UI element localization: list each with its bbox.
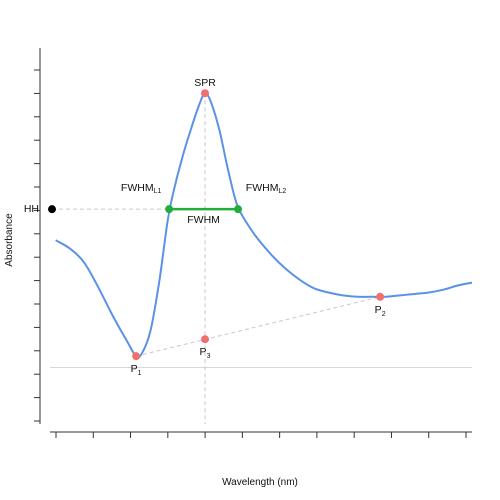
x-axis-title: Wavelength (nm) xyxy=(222,477,298,488)
absorbance-curve xyxy=(55,92,473,359)
p1-label: P1 xyxy=(131,363,142,377)
fwhm-l2-point xyxy=(234,205,243,214)
spr-point xyxy=(201,89,210,98)
p3-label: P3 xyxy=(200,346,211,360)
ticks-layer xyxy=(34,69,467,438)
guides-layer xyxy=(52,93,381,424)
p1-point xyxy=(132,352,141,361)
spr-label: SPR xyxy=(194,77,216,89)
hh-point xyxy=(48,205,56,214)
fwhm-l1-label: FWHML1 xyxy=(121,182,162,195)
hh-label: HH xyxy=(24,203,39,215)
points-layer: SPR P1 P2 P3 xyxy=(48,77,386,377)
fwhm-l1-point xyxy=(165,205,174,214)
p2-point xyxy=(376,292,385,301)
fwhm-label: FWHM xyxy=(187,214,220,226)
p1-p2-guide xyxy=(136,296,381,357)
p3-point xyxy=(201,335,210,344)
fwhm-l2-label: FWHML2 xyxy=(246,182,287,195)
p2-label: P2 xyxy=(375,304,386,318)
y-axis-title: Absorbance xyxy=(4,213,15,267)
